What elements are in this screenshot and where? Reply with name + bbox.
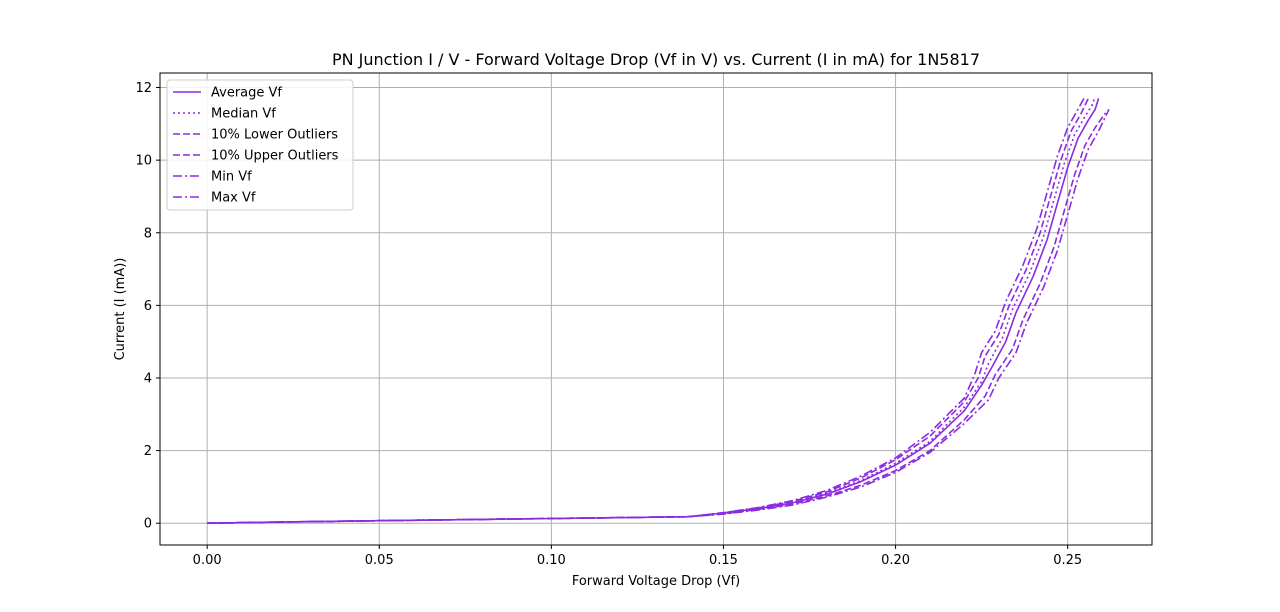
- legend: Average Vf Median Vf 10% Lower Outliers 10%…: [166, 79, 354, 211]
- x-tick-label: 0.00: [193, 553, 222, 568]
- chart-title: PN Junction I / V - Forward Voltage Drop…: [332, 50, 980, 69]
- x-tick-label: 0.05: [365, 553, 394, 568]
- y-tick-label: 2: [144, 444, 152, 459]
- legend-entry: Median Vf: [211, 107, 276, 122]
- x-tick-label: 0.20: [881, 553, 910, 568]
- y-tick-label: 10: [135, 154, 152, 169]
- legend-entry: 10% Lower Outliers: [211, 128, 338, 143]
- series-line-4: [207, 98, 1090, 524]
- y-tick-label: 12: [135, 81, 152, 96]
- legend-entry: 10% Upper Outliers: [211, 149, 339, 164]
- legend-box: [166, 79, 354, 211]
- y-tick-label: 6: [144, 299, 152, 314]
- x-tick-label: 0.10: [537, 553, 566, 568]
- axis-ticks: 0.00 0.05 0.10 0.15 0.20 0.25 0 2 4 6 8 10 12: [135, 81, 1082, 568]
- legend-entry: Average Vf: [211, 86, 282, 101]
- grid-lines: [160, 73, 1152, 545]
- legend-entry: Max Vf: [211, 191, 256, 206]
- x-tick-label: 0.25: [1053, 553, 1082, 568]
- series-line-6: [207, 108, 1110, 524]
- y-tick-label: 0: [144, 517, 152, 532]
- plot-frame: [159, 72, 1153, 546]
- series-lines: [207, 96, 1110, 524]
- series-line-3: [207, 112, 1107, 524]
- x-tick-label: 0.15: [709, 553, 738, 568]
- y-tick-label: 8: [144, 226, 152, 241]
- legend-entry: Min Vf: [211, 170, 252, 185]
- y-axis-label: Current (I (mA)): [113, 258, 128, 361]
- y-tick-label: 4: [144, 371, 152, 386]
- x-axis-label: Forward Voltage Drop (Vf): [572, 574, 740, 589]
- series-line-5: [207, 96, 1086, 524]
